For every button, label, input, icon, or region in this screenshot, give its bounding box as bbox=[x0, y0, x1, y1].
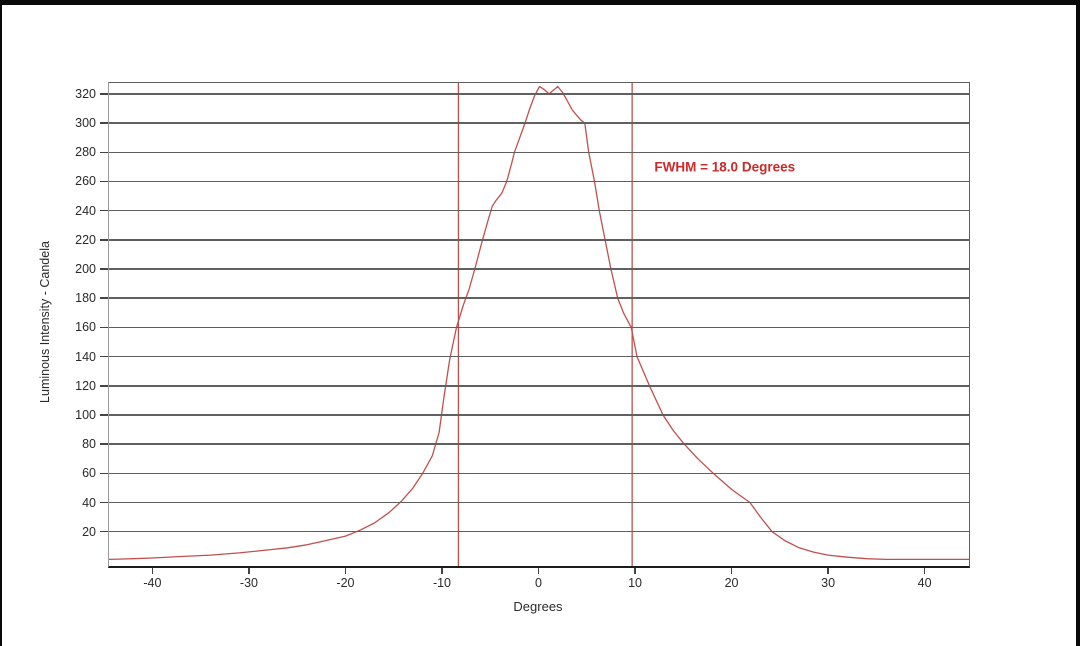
y-tick-label-40: 40 bbox=[82, 495, 96, 510]
y-tick-label-140: 140 bbox=[75, 349, 96, 364]
y-tick-mark-160 bbox=[100, 326, 108, 329]
x-tick-label-0: 0 bbox=[535, 576, 542, 590]
y-tick-label-160: 160 bbox=[75, 320, 96, 335]
gridline-y-140 bbox=[109, 355, 969, 358]
gridline-y-120 bbox=[109, 385, 969, 387]
gridline-y-40 bbox=[109, 501, 969, 504]
x-tick-mark--10 bbox=[441, 568, 443, 574]
gridline-y-20 bbox=[109, 530, 969, 533]
x-tick-mark-20 bbox=[730, 568, 733, 574]
y-axis-title: Luminous Intensity - Candela bbox=[38, 241, 52, 403]
gridline-y-320 bbox=[109, 93, 969, 95]
x-tick-label-20: 20 bbox=[724, 576, 739, 590]
y-tick-label-20: 20 bbox=[82, 524, 96, 539]
gridline-y-160 bbox=[109, 326, 969, 329]
gridline-y-260 bbox=[109, 180, 969, 183]
gridline-y-240 bbox=[109, 209, 969, 212]
y-tick-label-80: 80 bbox=[82, 437, 96, 452]
plot-area: 20 40 60 80 100 120 140 160 180 200 220 240 260 280 30… bbox=[75, 82, 970, 590]
image-border-top bbox=[0, 0, 1080, 5]
y-tick-label-180: 180 bbox=[75, 291, 96, 306]
gridline-y-100 bbox=[109, 414, 969, 416]
y-tick-mark-60 bbox=[100, 472, 108, 475]
y-tick-mark-280 bbox=[100, 151, 108, 154]
y-tick-mark-180 bbox=[100, 297, 108, 299]
y-tick-mark-300 bbox=[100, 122, 108, 124]
luminous-intensity-beam-profile-curve bbox=[108, 85, 969, 561]
gridline-y-200 bbox=[109, 268, 969, 270]
y-tick-label-240: 240 bbox=[75, 203, 96, 218]
y-tick-mark-120 bbox=[100, 385, 108, 387]
y-tick-label-220: 220 bbox=[75, 232, 96, 247]
gridline-y-80 bbox=[109, 443, 969, 445]
y-tick-mark-200 bbox=[100, 268, 108, 270]
y-tick-label-300: 300 bbox=[75, 116, 96, 131]
y-tick-mark-20 bbox=[100, 530, 108, 533]
x-tick-mark-30 bbox=[827, 568, 829, 574]
y-tick-label-120: 120 bbox=[75, 378, 96, 393]
y-tick-mark-240 bbox=[100, 209, 108, 212]
gridline-y-60 bbox=[109, 472, 969, 475]
x-tick-label--40: -40 bbox=[143, 576, 162, 590]
y-tick-label-260: 260 bbox=[75, 174, 96, 189]
x-tick-label-40: 40 bbox=[917, 576, 932, 590]
x-tick-mark-0 bbox=[537, 568, 540, 574]
x-tick-label--30: -30 bbox=[239, 576, 258, 590]
y-tick-mark-100 bbox=[100, 414, 108, 416]
y-tick-mark-220 bbox=[100, 239, 108, 241]
fwhm-annotation: FWHM = 18.0 Degrees bbox=[654, 159, 796, 175]
gridline-y-180 bbox=[109, 297, 969, 299]
y-tick-mark-140 bbox=[100, 355, 108, 358]
x-tick-label--20: -20 bbox=[336, 576, 355, 590]
gridline-y-300 bbox=[109, 122, 969, 124]
y-tick-mark-320 bbox=[100, 93, 108, 95]
x-tick-mark--40 bbox=[151, 568, 154, 574]
x-axis-title: Degrees bbox=[513, 599, 563, 614]
y-tick-label-280: 280 bbox=[75, 145, 96, 160]
x-tick-mark-40 bbox=[923, 568, 926, 574]
image-border-left bbox=[0, 0, 2, 646]
gridline-y-280 bbox=[109, 151, 969, 154]
y-tick-label-100: 100 bbox=[75, 407, 96, 422]
y-tick-mark-40 bbox=[100, 501, 108, 504]
x-tick-label-30: 30 bbox=[821, 576, 836, 590]
y-tick-label-60: 60 bbox=[82, 466, 96, 481]
x-tick-mark-10 bbox=[634, 568, 636, 574]
gridline-y-220 bbox=[109, 239, 969, 241]
y-tick-mark-80 bbox=[100, 443, 108, 445]
x-tick-mark--20 bbox=[344, 568, 347, 574]
y-tick-label-200: 200 bbox=[75, 262, 96, 277]
image-border-right bbox=[1076, 0, 1080, 646]
y-tick-label-320: 320 bbox=[75, 86, 96, 101]
beam-profile-curve-layer bbox=[108, 83, 969, 566]
x-tick-mark--30 bbox=[248, 568, 250, 574]
x-tick-label--10: -10 bbox=[432, 576, 452, 590]
x-tick-label-10: 10 bbox=[628, 576, 642, 590]
y-tick-mark-260 bbox=[100, 180, 108, 183]
